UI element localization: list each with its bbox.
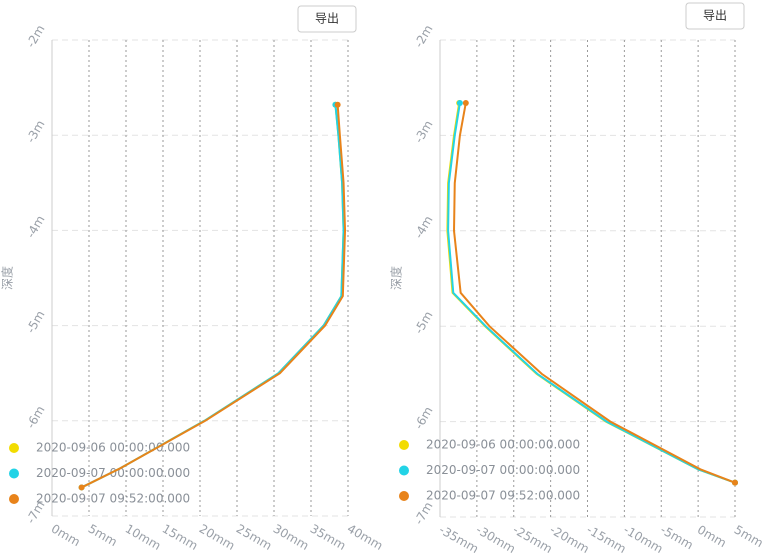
x-tick-label: 15mm (160, 522, 200, 553)
x-tick-label: 20mm (197, 522, 237, 553)
x-tick-label: -35mm (437, 523, 481, 555)
x-tick-label: 40mm (345, 522, 385, 553)
y-axis-label: 深度 (389, 266, 404, 290)
x-tick-label: 0mm (695, 523, 729, 551)
y-tick-label: -6m (24, 403, 48, 430)
y-tick-label: -5m (24, 308, 48, 335)
y-tick-label: -4m (24, 213, 48, 240)
x-tick-label: 5mm (86, 522, 120, 550)
x-tick-label: -20mm (547, 523, 591, 555)
y-tick-label: -7m (412, 500, 436, 527)
series-line (446, 102, 736, 484)
series-line (447, 102, 736, 484)
legend-label[interactable]: 2020-09-07 00:00:00.000 (426, 463, 580, 477)
series-point (334, 101, 341, 108)
x-tick-label: 0mm (49, 522, 83, 550)
button-label[interactable]: 导出 (315, 12, 339, 26)
y-tick-label: -5m (412, 309, 436, 336)
x-tick-label: 10mm (123, 522, 163, 553)
button-frame[interactable] (297, 5, 357, 33)
x-tick-label: -10mm (621, 523, 665, 555)
legend-marker[interactable] (399, 465, 409, 476)
legend-marker[interactable] (399, 491, 409, 501)
series-line (81, 104, 345, 489)
legend-marker[interactable] (399, 440, 409, 450)
legend-item[interactable]: 2020-09-07 00:00:00.000 (399, 463, 580, 477)
y-tick-label: -3m (412, 118, 436, 145)
x-tick-label: 5mm (732, 523, 764, 551)
x-tick-label: 35mm (308, 522, 348, 553)
y-tick-label: -2m (24, 23, 48, 50)
y-tick-label: -4m (412, 213, 436, 240)
series-point (732, 479, 738, 486)
x-tick-label: -15mm (584, 523, 628, 555)
x-tick-label: -30mm (474, 523, 518, 555)
button-label[interactable]: 导出 (703, 9, 727, 23)
series-line (453, 102, 736, 484)
legend-label[interactable]: 2020-09-07 00:00:00.000 (36, 466, 190, 480)
legend-item[interactable]: 2020-09-07 09:52:00.000 (9, 492, 190, 506)
legend-marker[interactable] (9, 468, 19, 479)
x-tick-label: 30mm (271, 522, 311, 553)
series-point (78, 484, 85, 491)
export-button[interactable]: 导出 (297, 5, 357, 33)
series-line (81, 104, 347, 489)
y-tick-label: -2m (412, 23, 436, 50)
legend-item[interactable]: 2020-09-06 00:00:00.000 (399, 438, 580, 452)
legend-item[interactable]: 2020-09-07 00:00:00.000 (9, 466, 190, 480)
series-point (456, 99, 463, 106)
y-axis-label: 深度 (0, 266, 15, 290)
legend-label[interactable]: 2020-09-06 00:00:00.000 (426, 438, 580, 452)
series-line (81, 104, 345, 489)
legend-item[interactable]: 2020-09-06 00:00:00.000 (9, 441, 190, 455)
legend-item[interactable]: 2020-09-07 09:52:00.000 (399, 489, 580, 503)
x-tick-label: -25mm (511, 523, 555, 555)
legend-label[interactable]: 2020-09-07 09:52:00.000 (426, 489, 580, 503)
button-frame[interactable] (685, 2, 745, 30)
export-button[interactable]: 导出 (685, 2, 745, 30)
legend-label[interactable]: 2020-09-07 09:52:00.000 (36, 492, 190, 506)
y-tick-label: -3m (24, 118, 48, 145)
legend-marker[interactable] (9, 494, 19, 504)
x-tick-label: -5mm (658, 523, 696, 553)
y-tick-label: -6m (412, 404, 436, 431)
x-tick-label: 25mm (234, 522, 274, 553)
series-point (462, 99, 469, 106)
legend-marker[interactable] (9, 443, 19, 453)
